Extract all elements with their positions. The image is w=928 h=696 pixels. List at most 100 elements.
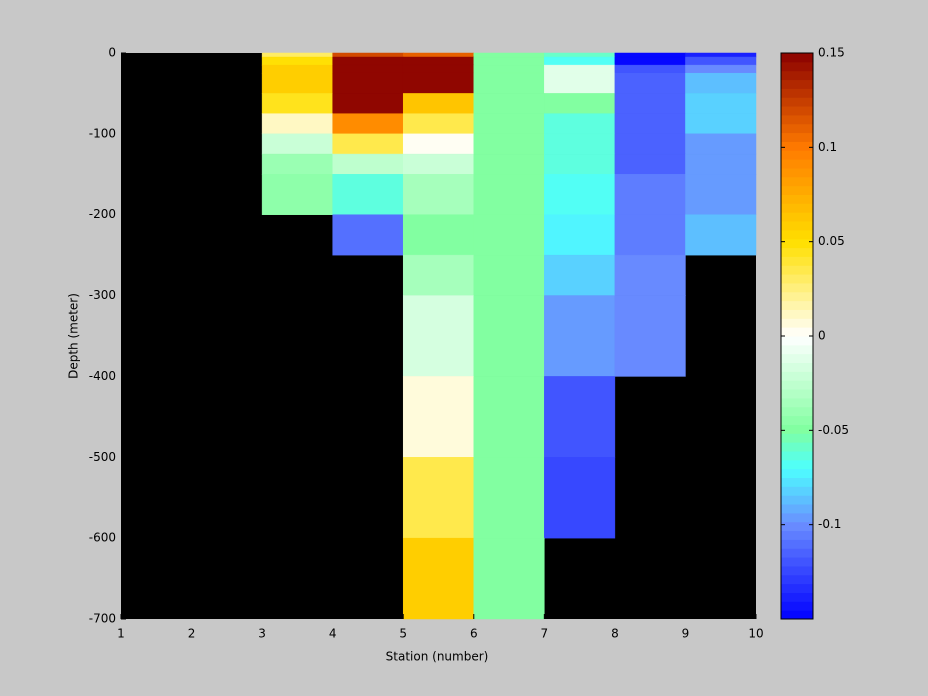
colorbar-segment: [781, 282, 813, 293]
y-tick-label: -200: [89, 207, 116, 221]
colorbar-segment: [781, 212, 813, 222]
heatmap-cell: [402, 113, 475, 135]
heatmap-cell: [473, 537, 545, 620]
heatmap-cell: [614, 174, 686, 215]
heatmap-cell: [544, 174, 616, 215]
heatmap-cell: [261, 113, 333, 135]
colorbar-segment: [781, 433, 813, 443]
heatmap-cell: [261, 64, 333, 74]
colorbar-segment: [781, 371, 813, 381]
heatmap-cell: [544, 133, 616, 155]
colorbar-segment: [781, 123, 813, 134]
heatmap-cell: [473, 133, 545, 155]
colorbar-segment: [781, 415, 813, 425]
colorbar-segment: [781, 106, 813, 116]
y-tick-label: 0: [108, 46, 116, 60]
colorbar-segment: [781, 221, 813, 231]
x-tick-label: 2: [188, 627, 196, 641]
heatmap-cell: [614, 72, 686, 94]
colorbar-tick-label: 0.1: [818, 140, 837, 154]
colorbar-tick-label: 0.05: [818, 234, 845, 248]
heatmap-cell: [614, 133, 686, 155]
heatmap-cell: [332, 52, 404, 58]
heatmap-cell: [544, 254, 616, 296]
heatmap-cell: [402, 174, 475, 215]
heatmap-cell: [261, 133, 333, 155]
heatmap-cell: [544, 113, 616, 135]
colorbar-segment: [781, 185, 813, 195]
heatmap-cell: [685, 214, 757, 256]
heatmap-cell: [685, 153, 757, 175]
heatmap-cell: [614, 153, 686, 175]
heatmap-cell: [544, 153, 616, 175]
colorbar-tick-label: 0.15: [818, 46, 845, 60]
colorbar-segment: [781, 380, 813, 390]
heatmap-cell: [614, 64, 686, 74]
colorbar-segment: [781, 389, 813, 399]
x-tick-label: 6: [470, 627, 478, 641]
heatmap-cell: [332, 56, 404, 66]
colorbar-segment: [781, 610, 813, 620]
heatmap-cell: [685, 64, 757, 74]
heatmap-cell: [685, 133, 757, 155]
y-tick-label: -700: [89, 612, 116, 626]
colorbar-tick-label: -0.1: [818, 517, 841, 531]
colorbar-segment: [781, 468, 813, 478]
heatmap-cell: [614, 214, 686, 256]
colorbar-segment: [781, 557, 813, 567]
colorbar-segment: [781, 459, 813, 470]
x-tick-label: 7: [541, 627, 549, 641]
y-axis-label: Depth (meter): [67, 293, 81, 379]
colorbar-tick-label: -0.05: [818, 423, 849, 437]
heatmap-cell: [544, 376, 616, 458]
heatmap-cell: [261, 56, 333, 66]
heatmap-cell: [473, 295, 545, 377]
heatmap-cell: [402, 133, 475, 155]
colorbar-segment: [781, 548, 813, 558]
heatmap-cell: [614, 52, 686, 58]
colorbar-segment: [781, 424, 813, 434]
x-tick-label: 4: [329, 627, 337, 641]
heatmap-cell: [473, 254, 545, 296]
x-tick-label: 3: [258, 627, 266, 641]
heatmap-cell: [544, 93, 616, 114]
x-tick-label: 9: [682, 627, 690, 641]
heatmap-cell: [473, 52, 545, 58]
colorbar-segment: [781, 229, 813, 240]
colorbar-segment: [781, 265, 813, 275]
heatmap-cell: [261, 52, 333, 58]
colorbar-segment: [781, 300, 813, 310]
heatmap-cell: [614, 113, 686, 135]
heatmap-cell: [261, 153, 333, 175]
x-tick-label: 8: [611, 627, 619, 641]
colorbar-segment: [781, 336, 813, 346]
heatmap-cell: [402, 254, 475, 296]
colorbar-segment: [781, 53, 813, 63]
colorbar-segment: [781, 327, 813, 337]
heatmap-cell: [614, 254, 686, 296]
colorbar-segment: [781, 141, 813, 151]
colorbar-segment: [781, 486, 813, 496]
colorbar-segment: [781, 159, 813, 169]
colorbar-segment: [781, 203, 813, 213]
colorbar-segment: [781, 132, 813, 142]
heatmap-cell: [402, 537, 475, 620]
heatmap-cell: [402, 457, 475, 539]
colorbar-segment: [781, 574, 813, 585]
colorbar-segment: [781, 504, 813, 514]
colorbar-segment: [781, 274, 813, 284]
colorbar-segment: [781, 353, 813, 364]
heatmap-cell: [685, 93, 757, 114]
heatmap-cell: [402, 295, 475, 377]
heatmap-cell: [614, 93, 686, 114]
colorbar-segment: [781, 442, 813, 452]
y-tick-label: -600: [89, 531, 116, 545]
heatmap-cell: [473, 93, 545, 114]
heatmap-cell: [402, 52, 475, 58]
colorbar-segment: [781, 344, 813, 355]
colorbar-segment: [781, 150, 813, 160]
heatmap-cell: [332, 214, 404, 256]
colorbar-segment: [781, 176, 813, 187]
heatmap-cell: [685, 174, 757, 215]
